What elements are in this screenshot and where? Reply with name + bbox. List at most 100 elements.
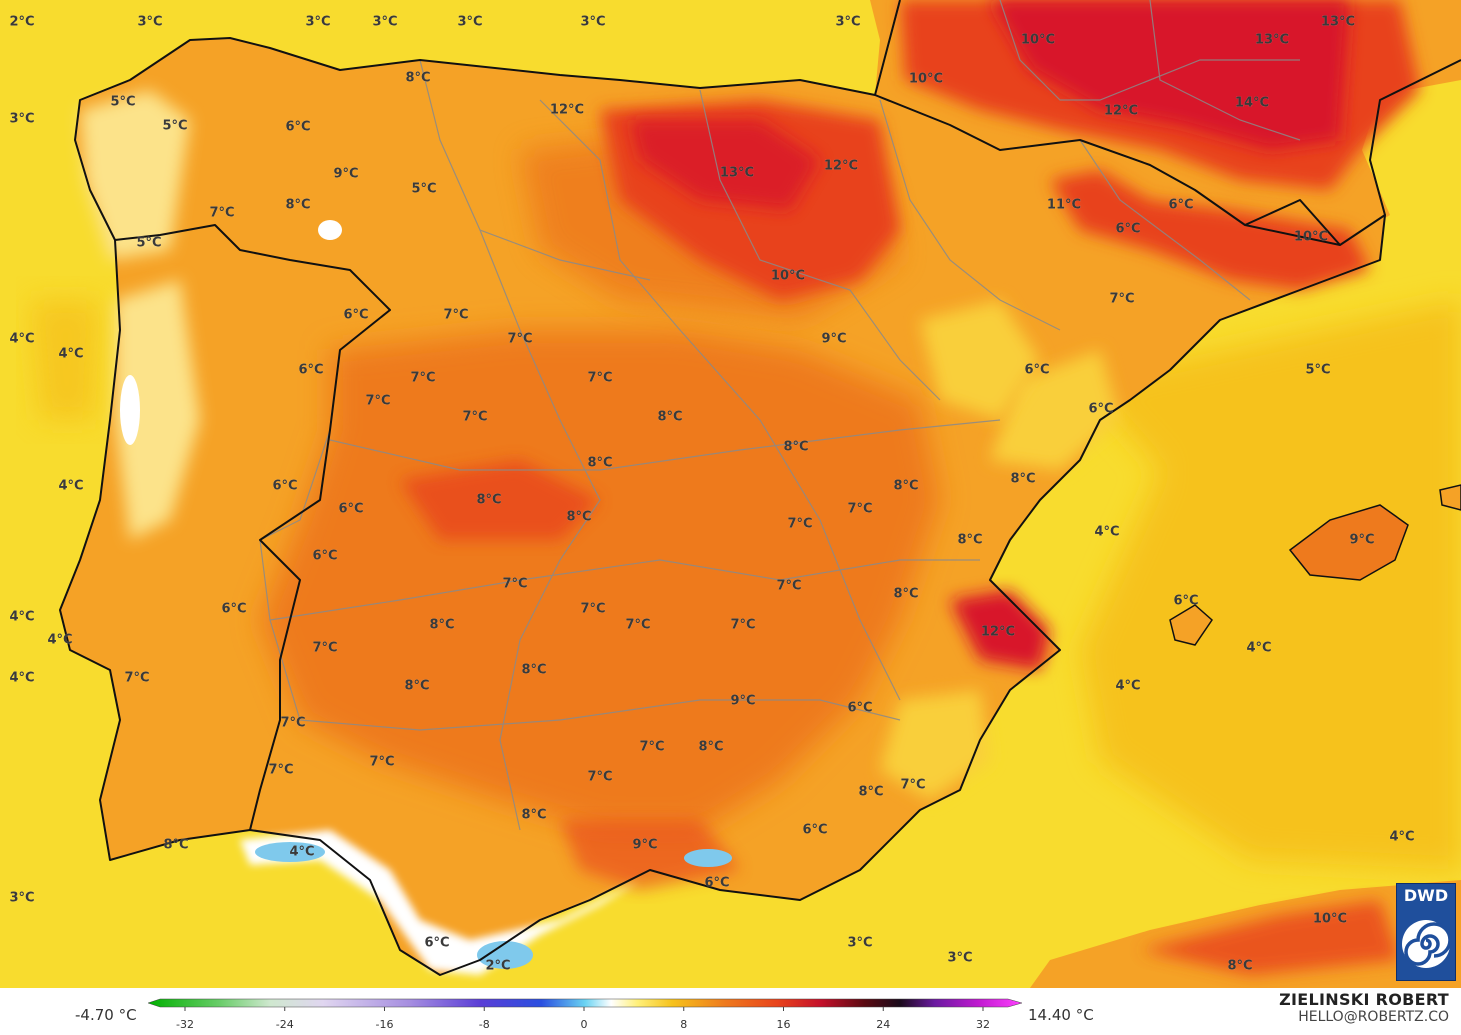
temperature-label: 8°C — [957, 533, 982, 548]
author-email: HELLO@ROBERTZ.CO — [1298, 1009, 1449, 1025]
temperature-label: 6°C — [424, 936, 449, 951]
temperature-label: 9°C — [632, 838, 657, 853]
temperature-label: 3°C — [835, 15, 860, 30]
temperature-label: 6°C — [285, 120, 310, 135]
valencia-hot-zone — [950, 590, 1050, 670]
color-scale-bar: -32 -24 -16 -8 0 8 16 24 32 — [147, 998, 1023, 1031]
temperature-label: 8°C — [429, 618, 454, 633]
temperature-label: 4°C — [1246, 641, 1271, 656]
temperature-label: 6°C — [704, 876, 729, 891]
temperature-label: 8°C — [698, 740, 723, 755]
temperature-label: 5°C — [110, 95, 135, 110]
temperature-label: 14°C — [1235, 96, 1269, 111]
temperature-label: 7°C — [587, 770, 612, 785]
temperature-label: 12°C — [824, 159, 858, 174]
temperature-label: 8°C — [476, 493, 501, 508]
temperature-label: 3°C — [9, 891, 34, 906]
scale-max-label: 14.40 °C — [1028, 1006, 1094, 1024]
temperature-label: 3°C — [9, 112, 34, 127]
temperature-label: 3°C — [372, 15, 397, 30]
menorca-island — [1439, 484, 1461, 511]
atlantic-warm-sea — [30, 300, 100, 420]
temperature-label: 7°C — [587, 371, 612, 386]
temperature-label: 8°C — [893, 479, 918, 494]
footer: -4.70 °C — [0, 988, 1461, 1035]
temperature-label: 6°C — [298, 363, 323, 378]
temperature-label: 7°C — [787, 517, 812, 532]
temperature-label: 8°C — [405, 71, 430, 86]
temperature-label: 8°C — [285, 198, 310, 213]
ebro-very-hot-zone — [630, 120, 820, 210]
scale-min-label: -4.70 °C — [75, 1006, 137, 1024]
temperature-label: 12°C — [981, 625, 1015, 640]
temperature-label: 4°C — [58, 347, 83, 362]
temperature-label: 7°C — [443, 308, 468, 323]
catalonia-hot-zone — [1050, 170, 1370, 290]
temperature-label: 7°C — [365, 394, 390, 409]
temperature-label: 10°C — [1313, 912, 1347, 927]
temperature-label: 7°C — [580, 602, 605, 617]
temperature-label: 2°C — [9, 15, 34, 30]
temperature-label: 7°C — [462, 410, 487, 425]
ibiza-island — [1169, 604, 1213, 646]
colorbar-tick-label: 16 — [777, 1018, 791, 1031]
temperature-label: 6°C — [221, 602, 246, 617]
temperature-label: 9°C — [1349, 533, 1374, 548]
temperature-label: 3°C — [847, 936, 872, 951]
cold-spot-huelva — [255, 842, 325, 862]
temperature-labels: 2°C 3°C 3°C 3°C 3°C 3°C 3°C 13°C 10°C 13°C 8°C 10°C… — [9, 14, 1415, 974]
temperature-label: 8°C — [657, 410, 682, 425]
colorbar-tick-label: -16 — [376, 1018, 394, 1031]
temperature-label: 6°C — [1088, 402, 1113, 417]
temperature-label: 8°C — [404, 679, 429, 694]
temperature-label: 6°C — [1168, 198, 1193, 213]
temperature-label: 3°C — [137, 15, 162, 30]
cold-spot-malaga — [477, 941, 533, 969]
author-name: ZIELINSKI ROBERT — [1279, 990, 1449, 1009]
colorbar-tick-label: 32 — [976, 1018, 990, 1031]
colorbar-tick-label: 8 — [680, 1018, 687, 1031]
temperature-label: 6°C — [1115, 222, 1140, 237]
temperature-label: 13°C — [720, 166, 754, 181]
colorbar-tick-label: 24 — [876, 1018, 890, 1031]
france-very-hot-zone — [990, 0, 1350, 150]
temperature-label: 8°C — [521, 663, 546, 678]
temperature-label: 7°C — [268, 763, 293, 778]
temperature-label: 4°C — [47, 633, 72, 648]
central-warm-zone — [260, 330, 940, 830]
temperature-label: 8°C — [858, 785, 883, 800]
iberian-range-cool — [920, 300, 1040, 420]
temperature-label: 7°C — [502, 577, 527, 592]
temperature-label: 7°C — [312, 641, 337, 656]
temperature-label: 4°C — [289, 845, 314, 860]
southeast-coast-cool — [880, 690, 990, 800]
temperature-label: 7°C — [639, 740, 664, 755]
temperature-label: 7°C — [776, 579, 801, 594]
temperature-label: 8°C — [1227, 959, 1252, 974]
temperature-label: 8°C — [783, 440, 808, 455]
temperature-label: 3°C — [305, 15, 330, 30]
temperature-label: 7°C — [900, 778, 925, 793]
temperature-label: 8°C — [1010, 472, 1035, 487]
colorbar-tick-label: 0 — [581, 1018, 588, 1031]
dwd-logo-text: DWD — [1403, 886, 1449, 905]
temperature-label: 5°C — [136, 236, 161, 251]
swirl-icon — [1402, 920, 1452, 968]
temperature-label: 6°C — [272, 479, 297, 494]
temperature-label: 12°C — [1104, 104, 1138, 119]
temperature-label: 4°C — [1115, 679, 1140, 694]
temperature-label: 7°C — [847, 502, 872, 517]
cold-spot-sierra-nevada — [684, 849, 732, 867]
temperature-label: 8°C — [566, 510, 591, 525]
temperature-label: 10°C — [771, 269, 805, 284]
temperature-label: 7°C — [507, 332, 532, 347]
temperature-label: 7°C — [280, 716, 305, 731]
galicia-coast-cool — [80, 90, 190, 260]
colorbar-tick-label: -8 — [479, 1018, 490, 1031]
temperature-label: 7°C — [124, 671, 149, 686]
temperature-label: 6°C — [1173, 594, 1198, 609]
temperature-label: 9°C — [821, 332, 846, 347]
temperature-label: 2°C — [485, 959, 510, 974]
temperature-label: 6°C — [802, 823, 827, 838]
temperature-label: 12°C — [550, 103, 584, 118]
